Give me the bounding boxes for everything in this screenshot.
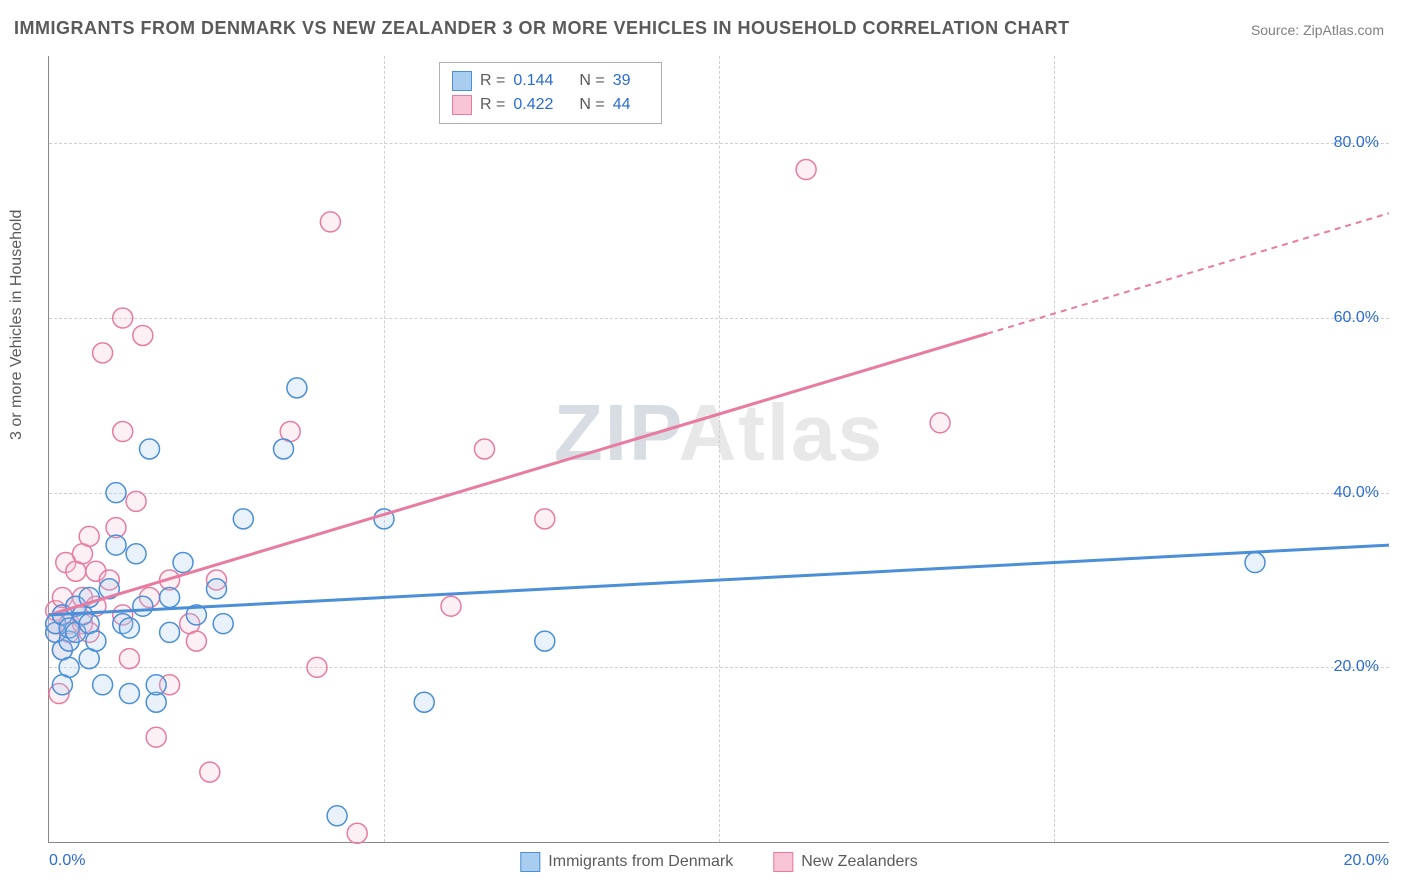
data-point [207,579,227,599]
swatch-denmark [520,852,540,872]
data-point [113,308,133,328]
data-point [1245,553,1265,573]
data-point [535,631,555,651]
data-point [133,325,153,345]
plot-area: ZIPAtlas R = 0.144 N = 39 R = 0.422 N = … [48,56,1389,843]
n-label: N = [579,93,604,117]
y-tick-label: 40.0% [1334,484,1379,502]
y-tick-label: 60.0% [1334,309,1379,327]
n-value-nz: 44 [613,93,631,117]
data-point [930,413,950,433]
scatter-series-denmark [46,378,1265,826]
bottom-legend: Immigrants from Denmark New Zealanders [520,852,917,872]
stats-row-denmark: R = 0.144 N = 39 [452,69,649,93]
data-point [160,587,180,607]
swatch-denmark [452,71,472,91]
data-point [414,692,434,712]
data-point [119,649,139,669]
x-tick-label: 20.0% [1344,852,1389,870]
data-point [213,614,233,634]
source-name: ZipAtlas.com [1303,22,1384,38]
data-point [146,727,166,747]
x-tick-label: 0.0% [49,852,85,870]
data-point [133,596,153,616]
data-point [126,491,146,511]
data-point [796,160,816,180]
plot-svg [49,56,1389,842]
r-value-nz: 0.422 [513,93,553,117]
data-point [274,439,294,459]
legend-item-nz: New Zealanders [773,852,918,872]
data-point [140,439,160,459]
data-point [119,684,139,704]
stats-row-nz: R = 0.422 N = 44 [452,93,649,117]
data-point [106,535,126,555]
data-point [106,483,126,503]
swatch-nz [452,95,472,115]
data-point [160,622,180,642]
source-prefix: Source: [1251,22,1303,38]
data-point [347,823,367,843]
data-point [233,509,253,529]
data-point [327,806,347,826]
data-point [441,596,461,616]
n-value-denmark: 39 [613,69,631,93]
trendline-dashed [987,213,1389,334]
data-point [307,657,327,677]
y-tick-label: 20.0% [1334,658,1379,676]
data-point [173,553,193,573]
y-tick-label: 80.0% [1334,134,1379,152]
data-point [146,675,166,695]
swatch-nz [773,852,793,872]
data-point [475,439,495,459]
data-point [119,618,139,638]
data-point [287,378,307,398]
data-point [113,422,133,442]
legend-label-denmark: Immigrants from Denmark [548,853,733,871]
source-attribution: Source: ZipAtlas.com [1251,22,1384,38]
legend-item-denmark: Immigrants from Denmark [520,852,733,872]
r-label: R = [480,93,505,117]
data-point [93,343,113,363]
r-label: R = [480,69,505,93]
y-axis-label: 3 or more Vehicles in Household [8,210,26,440]
stats-legend: R = 0.144 N = 39 R = 0.422 N = 44 [439,62,662,124]
data-point [52,675,72,695]
scatter-series-nz [46,160,950,844]
data-point [93,675,113,695]
r-value-denmark: 0.144 [513,69,553,93]
data-point [186,631,206,651]
data-point [200,762,220,782]
data-point [320,212,340,232]
legend-label-nz: New Zealanders [801,853,918,871]
chart-title: IMMIGRANTS FROM DENMARK VS NEW ZEALANDER… [14,18,1070,39]
data-point [126,544,146,564]
data-point [79,526,99,546]
data-point [535,509,555,529]
n-label: N = [579,69,604,93]
data-point [86,631,106,651]
